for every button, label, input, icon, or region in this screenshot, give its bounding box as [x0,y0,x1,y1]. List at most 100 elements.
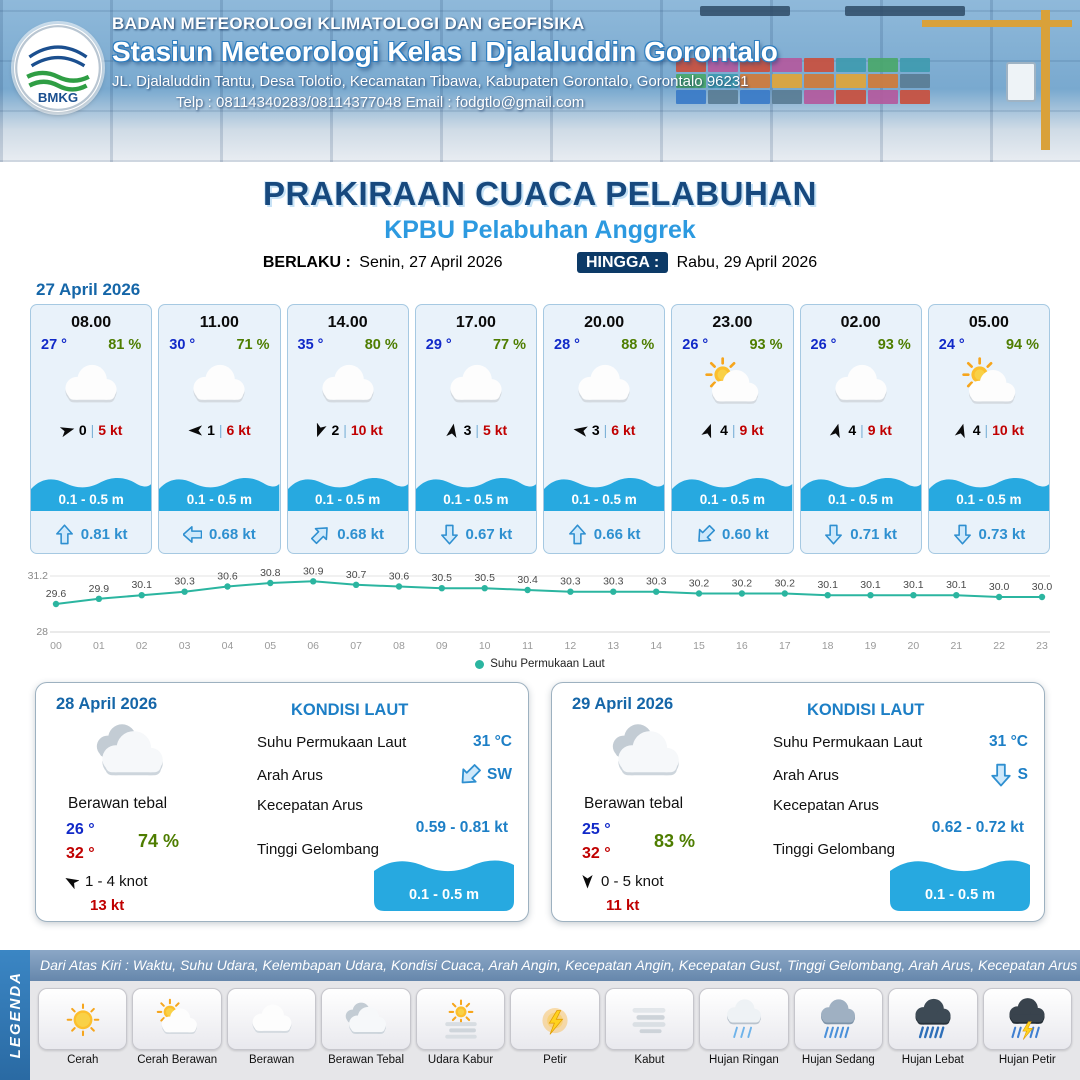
current-speed: 0.68 kt [209,526,256,543]
legend-title-strip: LEGENDA [0,950,30,1080]
humidity: 77 % [492,337,526,353]
legend-label: Berawan Tebal [328,1054,405,1066]
crane-icon [1041,10,1050,150]
berlaku-label: BERLAKU : [262,254,351,271]
svg-text:30.6: 30.6 [389,571,410,583]
weather-icon [416,355,536,417]
current-direction-label: Arah Arus [773,766,839,784]
current-row: 0.68 kt [159,524,279,545]
station-address: JL. Djalaluddin Tantu, Desa Tolotio, Kec… [112,73,749,90]
divider: | [860,422,864,438]
current-row: 0.60 kt [672,524,792,545]
legend-icon-udara-kabur [415,988,506,1050]
current-direction-icon [568,524,586,545]
wave-height-band: 0.1 - 0.5 m [159,473,280,511]
humidity: 93 % [877,337,911,353]
sst-value: 31 °C [473,733,512,750]
weather-icon-berawan [65,364,117,403]
wind-row: 4 | 9 kt [672,419,792,441]
weather-icon [929,355,1049,417]
wind-direction-icon [445,423,457,438]
sea-conditions-title: KONDISI LAUT [291,701,409,719]
daily-wind: 0 - 5 knot [580,873,664,890]
gust-speed: 9 kt [739,422,764,438]
temp-humidity-row: 29 ° 77 % [416,332,536,353]
wave-height: 0.1 - 0.5 m [58,492,124,507]
legend-item: Cerah [38,988,128,1080]
title-section: PRAKIRAAN CUACA PELABUHAN KPBU Pelabuhan… [0,175,1080,273]
gust-speed: 5 kt [98,422,123,438]
forecast-card: 08.00 27 ° 81 % 0 | 5 kt 0.1 - 0.5 m 0.81 kt [30,304,153,554]
legend-icons-row: Cerah Cerah Berawan Berawan Berawan Tebal Ud… [30,981,1080,1080]
humidity: 71 % [236,337,270,353]
weather-icon-udara-kabur [444,999,477,1039]
legend-label: Udara Kabur [427,1054,494,1066]
air-temperature: 35 ° [297,337,324,353]
wave-height: 0.1 - 0.5 m [699,492,766,507]
svg-text:30.4: 30.4 [517,574,538,586]
forecast-card: 14.00 35 ° 80 % 2 | 10 kt 0.1 - 0.5 m 0.68 kt [286,304,409,554]
svg-text:13: 13 [607,640,619,652]
weather-icon-berawan [835,364,887,403]
svg-text:30.1: 30.1 [946,579,967,591]
humidity: 93 % [749,337,783,353]
weather-icon [159,355,279,417]
weather-icon [544,355,664,417]
svg-text:02: 02 [136,640,148,652]
daily-gust: 11 kt [606,897,640,914]
wind-speed: 3 [463,422,472,438]
svg-text:30.5: 30.5 [474,572,495,584]
legend-label: Berawan [248,1054,295,1066]
daily-forecast-card: 29 April 2026 Berawan tebal 25 ° 83 % 32 ° 0 … [551,682,1045,922]
legend-item: Udara Kabur [415,988,506,1080]
legend-icon-hujan-lebat [888,988,978,1050]
svg-text:30.3: 30.3 [174,576,195,588]
weather-icon-cerah-berawan [156,998,198,1035]
station-contact: Telp : 08114340283/08114377048 Email : f… [176,94,585,111]
temp-humidity-row: 28 ° 88 % [544,332,664,353]
sea-conditions-panel: KONDISI LAUT Suhu Permukaan Laut 31 °C Arah… [251,693,518,911]
sst-chart: 31.2 28 29.6 00 29.9 01 30.1 02 30.3 03 30.6 04 30.8… [0,554,1080,670]
gust-speed: 5 kt [483,422,508,438]
legend-item: Cerah Berawan [132,988,222,1080]
svg-text:30.7: 30.7 [346,569,367,581]
legend-section: LEGENDA Dari Atas Kiri : Waktu, Suhu Uda… [0,950,1080,1080]
weather-icon-berawan-tebal [612,724,679,776]
svg-text:12: 12 [565,640,577,652]
daily-temp-max: 32 ° [66,845,95,862]
wind-speed: 3 [591,422,600,438]
weather-icon [672,355,792,417]
current-speed: 0.73 kt [978,526,1026,543]
sst-value: 31 °C [989,733,1028,750]
wave-height: 0.1 - 0.5 m [956,492,1022,507]
legend-item: Berawan [226,988,317,1080]
legend-label: Cerah [67,1054,99,1066]
weather-icon-kabut [632,1008,666,1034]
forecast-card: 11.00 30 ° 71 % 1 | 6 kt 0.1 - 0.5 m 0.68 kt [158,304,281,554]
svg-text:30.1: 30.1 [903,579,924,591]
humidity: 94 % [1005,337,1039,353]
legend-label: Cerah Berawan [137,1054,218,1066]
wind-direction-icon [573,426,588,437]
air-temperature: 30 ° [169,337,196,353]
svg-text:30.2: 30.2 [732,578,753,590]
forecast-card: 20.00 28 ° 88 % 3 | 6 kt 0.1 - 0.5 m 0.66 kt [543,304,666,554]
temp-humidity-row: 26 ° 93 % [801,332,921,353]
temp-humidity-row: 27 ° 81 % [31,332,151,353]
current-direction-icon [440,524,458,545]
current-speed-label: Kecepatan Arus [773,797,879,814]
forecast-time: 11.00 [199,314,239,331]
forecast-time: 05.00 [968,314,1009,331]
gust-speed: 10 kt [350,422,383,438]
sst-label: Suhu Permukaan Laut [257,733,407,751]
svg-text:06: 06 [307,640,319,652]
wind-row: 1 | 6 kt [159,419,279,441]
air-temperature: 26 ° [682,337,709,353]
daily-temp-min: 25 ° [582,821,611,838]
svg-text:01: 01 [93,640,105,652]
divider: | [603,422,608,438]
wind-speed: 4 [848,422,857,438]
hingga-label: HINGGA : [576,252,669,273]
wave-height-band: 0.1 - 0.5 m [672,473,793,511]
current-row: 0.81 kt [31,524,151,545]
